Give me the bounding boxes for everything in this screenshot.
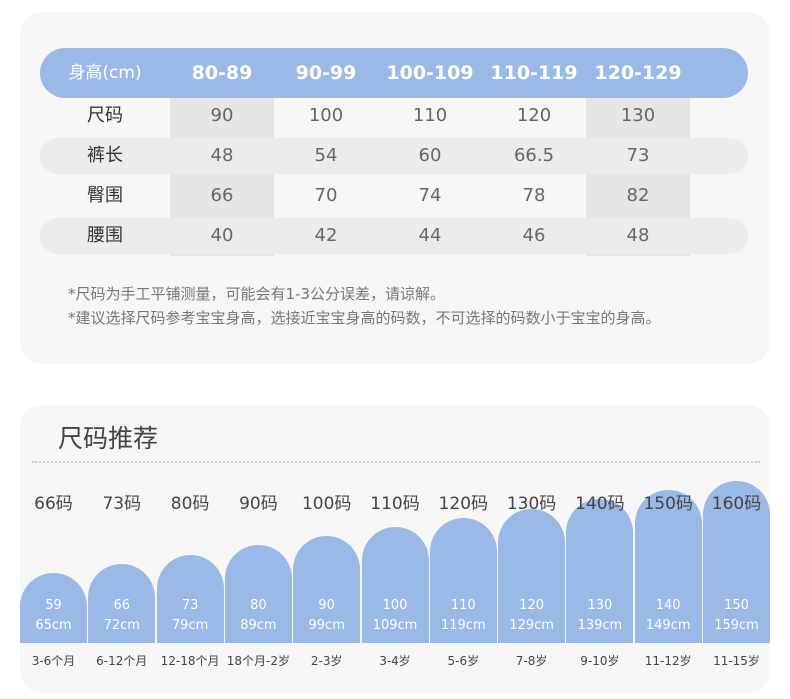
- age-label: 5-6岁: [447, 654, 480, 668]
- size-bar: 80 89cm: [224, 545, 292, 643]
- age-label: 11-12岁: [644, 654, 692, 668]
- height-min-label: 80: [250, 598, 267, 613]
- table-cell: 130: [620, 105, 656, 126]
- table-row: 腰围 40 42 44 46 48: [40, 218, 748, 254]
- age-label: 6-12个月: [96, 654, 148, 668]
- age-label: 11-15岁: [713, 654, 760, 668]
- header-cell: 身高(cm): [68, 63, 142, 83]
- height-max-label: 99cm: [308, 618, 345, 633]
- size-bar: 130 139cm: [566, 499, 634, 643]
- table-cell: 42: [314, 225, 338, 246]
- size-label: 120码: [438, 494, 489, 514]
- size-bar: 59 65cm: [20, 573, 87, 643]
- height-max-label: 109cm: [372, 618, 418, 633]
- size-label: 80码: [170, 494, 210, 514]
- age-label: 9-10岁: [580, 654, 620, 668]
- table-row: 尺码 90 100 110 120 130: [40, 98, 748, 134]
- height-max-label: 119cm: [440, 618, 486, 633]
- height-min-label: 90: [318, 598, 335, 613]
- height-max-label: 72cm: [103, 618, 140, 633]
- size-bar: 100 109cm: [361, 527, 429, 643]
- table-cell: 40: [210, 225, 234, 246]
- height-min-label: 100: [382, 598, 408, 613]
- size-advice-note: *建议选择尺码参考宝宝身高，选接近宝宝身高的码数，不可选择的码数小于宝宝的身高。: [68, 309, 661, 327]
- height-max-label: 79cm: [171, 618, 209, 633]
- size-label: 73码: [102, 494, 142, 514]
- table-header: 身高(cm) 80-89 90-99 100-109 110-119 120-1…: [40, 48, 748, 98]
- height-min-label: 66: [113, 598, 131, 613]
- height-max-label: 139cm: [577, 618, 623, 633]
- height-min-label: 59: [45, 598, 62, 613]
- table-row: 裤长 48 54 60 66.5 73: [40, 138, 748, 174]
- size-bar: 150 159cm: [703, 481, 770, 643]
- dotted-divider: [32, 461, 760, 463]
- size-bar: 90 99cm: [293, 536, 361, 643]
- table-cell: 90: [210, 105, 234, 126]
- table-cell: 82: [626, 185, 650, 206]
- measurement-note: *尺码为手工平铺测量，可能会有1-3公分误差，请谅解。: [68, 285, 446, 303]
- header-cell: 80-89: [191, 62, 253, 84]
- height-max-label: 159cm: [714, 618, 759, 633]
- table-cell: 48: [210, 145, 234, 166]
- height-max-label: 129cm: [509, 618, 554, 633]
- height-min-label: 150: [724, 598, 749, 613]
- header-cell: 120-129: [594, 62, 682, 84]
- table-cell: 66.5: [513, 145, 555, 166]
- table-cell: 60: [418, 145, 442, 166]
- section-title: 尺码推荐: [58, 424, 159, 453]
- size-bar: 120 129cm: [498, 508, 566, 643]
- size-label: 90码: [239, 494, 278, 514]
- header-cell: 110-119: [490, 62, 578, 84]
- table-cell: 74: [418, 185, 442, 206]
- table-cell: 120: [516, 105, 552, 126]
- table-cell: 54: [314, 145, 338, 166]
- size-label: 130码: [506, 494, 557, 514]
- size-recommend-card: 尺码推荐 59 65cm 66码 3-6个月 66 72cm 73码 6-12个月 73 79cm…: [20, 405, 770, 693]
- table-cell: 46: [522, 225, 546, 246]
- height-min-label: 110: [450, 598, 476, 613]
- height-min-label: 120: [519, 598, 544, 613]
- size-label: 110码: [370, 494, 420, 514]
- row-label: 腰围: [87, 225, 123, 246]
- table-cell: 44: [418, 225, 442, 246]
- age-label: 18个月-2岁: [226, 654, 291, 668]
- size-bar: 73 79cm: [156, 554, 224, 643]
- size-label: 160码: [711, 494, 762, 514]
- row-label: 臀围: [87, 185, 123, 206]
- size-bar: 140 149cm: [634, 490, 702, 643]
- size-label: 66码: [34, 494, 73, 514]
- table-cell: 110: [412, 105, 448, 126]
- age-label: 7-8岁: [515, 654, 548, 668]
- age-label: 3-6个月: [31, 654, 76, 668]
- size-label: 140码: [575, 494, 625, 514]
- table-cell: 100: [308, 105, 344, 126]
- header-cell: 90-99: [295, 62, 357, 84]
- table-cell: 73: [626, 145, 650, 166]
- table-row: 臀围 66 70 74 78 82: [40, 178, 748, 214]
- table-cell: 70: [314, 185, 338, 206]
- height-max-label: 149cm: [645, 618, 691, 633]
- height-min-label: 140: [655, 598, 681, 613]
- row-label: 裤长: [87, 145, 123, 166]
- row-label: 尺码: [87, 105, 123, 126]
- height-min-label: 73: [181, 598, 199, 613]
- age-label: 2-3岁: [310, 654, 343, 668]
- height-min-label: 130: [587, 598, 613, 613]
- height-max-label: 65cm: [35, 618, 72, 633]
- height-max-label: 89cm: [240, 618, 277, 633]
- size-label: 100码: [301, 494, 352, 514]
- size-bar: 66 72cm: [88, 563, 156, 643]
- size-bar: 110 119cm: [429, 517, 497, 643]
- table-cell: 78: [522, 185, 546, 206]
- age-label: 12-18个月: [160, 654, 220, 668]
- header-cell: 100-109: [386, 62, 474, 84]
- size-label: 150码: [643, 494, 693, 514]
- table-cell: 48: [626, 225, 650, 246]
- table-cell: 66: [210, 185, 234, 206]
- age-label: 3-4岁: [379, 654, 411, 668]
- size-table-card: 身高(cm) 80-89 90-99 100-109 110-119 120-1…: [20, 12, 770, 364]
